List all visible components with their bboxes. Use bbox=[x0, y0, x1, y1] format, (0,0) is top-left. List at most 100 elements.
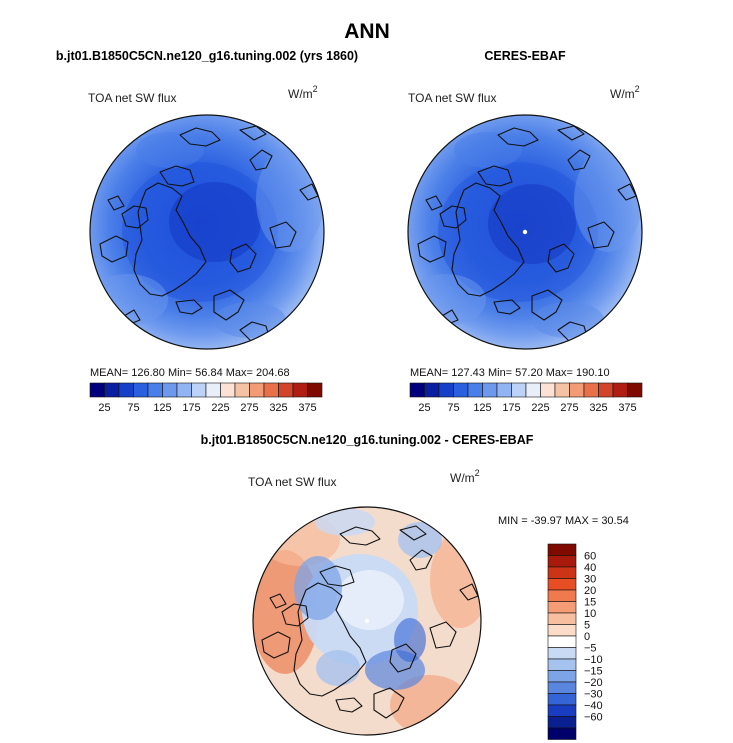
panel-diff-colorbar-tick-label: 20 bbox=[584, 585, 596, 597]
panel-obs-colorbar-box bbox=[482, 382, 498, 398]
panel-obs-colorbar-tick-label: 75 bbox=[447, 402, 459, 414]
panel-diff-colorbar-box bbox=[547, 704, 577, 717]
panel-model-map-border bbox=[89, 114, 325, 350]
panel-model-field bbox=[90, 115, 324, 349]
panel-diff-title: b.jt01.B1850C5CN.ne120_g16.tuning.002 - … bbox=[201, 433, 534, 447]
panel-diff-colorbar-box bbox=[547, 566, 577, 579]
panel-diff-colorbar-box bbox=[547, 635, 577, 648]
panel-diff-colorbar-tick-label: −20 bbox=[584, 677, 603, 689]
panel-obs-colorbar-box bbox=[612, 382, 628, 398]
panel-obs-colorbar-box bbox=[554, 382, 570, 398]
panel-obs-colorbar-box bbox=[540, 382, 556, 398]
panel-diff-colorbar-box bbox=[547, 543, 577, 556]
panel-diff-colorbar-tick-label: 30 bbox=[584, 574, 596, 586]
panel-obs-units: W/m2 bbox=[610, 84, 640, 101]
panel-diff-pole-point bbox=[364, 618, 370, 624]
panel-obs-colorbar-tick-label: 225 bbox=[531, 402, 549, 414]
panel-model-colorbar-tick-label: 275 bbox=[240, 402, 258, 414]
panel-model-stats: MEAN= 126.80 Min= 56.84 Max= 204.68 bbox=[90, 367, 290, 379]
panel-obs-colorbar-box bbox=[569, 382, 585, 398]
panel-model-colorbar-tick-label: 125 bbox=[153, 402, 171, 414]
panel-obs-colorbar-box bbox=[467, 382, 483, 398]
panel-obs-colorbar-tick-label: 275 bbox=[560, 402, 578, 414]
figure-title: ANN bbox=[344, 20, 390, 43]
panel-obs-colorbar-tick-label: 375 bbox=[618, 402, 636, 414]
panel-diff-colorbar-tick-label: −10 bbox=[584, 654, 603, 666]
panel-obs-colorbar-box bbox=[453, 382, 469, 398]
panel-diff-colorbar-box bbox=[547, 716, 577, 729]
panel-model-colorbar-tick-label: 175 bbox=[182, 402, 200, 414]
panel-model-colorbar-tick-label: 225 bbox=[211, 402, 229, 414]
panel-obs-colorbar-box bbox=[525, 382, 541, 398]
panel-diff-colorbar-box bbox=[547, 589, 577, 602]
panel-diff-colorbar-tick-label: −15 bbox=[584, 666, 603, 678]
panel-model-colorbar-box bbox=[263, 382, 279, 398]
panel-diff-variable: TOA net SW flux bbox=[248, 475, 336, 489]
panel-obs-stats: MEAN= 127.43 Min= 57.20 Max= 190.10 bbox=[410, 367, 610, 379]
panel-diff-colorbar-box bbox=[547, 578, 577, 591]
panel-diff: b.jt01.B1850C5CN.ne120_g16.tuning.002 - … bbox=[201, 433, 629, 740]
panel-diff-colorbar-tick-label: 10 bbox=[584, 608, 596, 620]
panel-diff-colorbar-box bbox=[547, 555, 577, 568]
panel-model-colorbar-tick-label: 325 bbox=[269, 402, 287, 414]
panel-model-colorbar-box bbox=[89, 382, 105, 398]
panel-diff-colorbar-tick-label: −30 bbox=[584, 689, 603, 701]
panel-model-coastlines bbox=[99, 125, 319, 345]
panel-diff-colorbar-box bbox=[547, 658, 577, 671]
panel-obs-colorbar: 25 75 125 175 225 275 325 375 bbox=[409, 382, 643, 414]
panel-obs-colorbar-box bbox=[438, 382, 454, 398]
panel-model-colorbar-box bbox=[220, 382, 236, 398]
panel-obs-colorbar-tick-label: 125 bbox=[473, 402, 491, 414]
panel-model-units: W/m2 bbox=[288, 84, 318, 101]
panel-model-colorbar-box bbox=[104, 382, 120, 398]
panel-obs-colorbar-box bbox=[511, 382, 527, 398]
panel-diff-colorbar-box bbox=[547, 681, 577, 694]
panel-diff-map-border bbox=[252, 506, 482, 736]
panel-obs-colorbar-box bbox=[409, 382, 425, 398]
panel-obs-colorbar-box bbox=[598, 382, 614, 398]
panel-obs-colorbar-box bbox=[583, 382, 599, 398]
panel-obs-colorbar-box bbox=[627, 382, 643, 398]
panel-diff-stats: MIN = -39.97 MAX = 30.54 bbox=[498, 515, 629, 527]
panel-model-colorbar-box bbox=[278, 382, 294, 398]
panel-model-colorbar-tick-label: 375 bbox=[298, 402, 316, 414]
panel-diff-units: W/m2 bbox=[450, 468, 480, 485]
panel-diff-colorbar-tick-label: −5 bbox=[584, 643, 597, 655]
panel-model-colorbar-box bbox=[147, 382, 163, 398]
panel-diff-colorbar-tick-label: 5 bbox=[584, 620, 590, 632]
panel-diff-colorbar-box bbox=[547, 670, 577, 683]
panel-model-colorbar-box bbox=[307, 382, 323, 398]
panel-diff-colorbar-tick-label: 15 bbox=[584, 597, 596, 609]
panel-diff-colorbar-tick-label: 60 bbox=[584, 551, 596, 563]
panel-model-colorbar-box bbox=[176, 382, 192, 398]
panel-diff-colorbar-tick-label: −60 bbox=[584, 712, 603, 724]
panel-model: b.jt01.B1850C5CN.ne120_g16.tuning.002 (y… bbox=[56, 49, 358, 414]
panel-diff-colorbar-box bbox=[547, 727, 577, 740]
panel-diff-coastlines bbox=[261, 525, 479, 719]
panel-obs-pole-point bbox=[522, 229, 528, 235]
panel-diff-colorbar-box bbox=[547, 601, 577, 614]
panel-model-colorbar: 25 75 125 175 225 275 325 375 bbox=[89, 382, 323, 414]
panel-model-colorbar-box bbox=[205, 382, 221, 398]
panel-diff-colorbar-box bbox=[547, 647, 577, 660]
panel-obs-title: CERES-EBAF bbox=[484, 49, 566, 63]
panel-diff-colorbar-tick-label: 40 bbox=[584, 562, 596, 574]
panel-diff-field bbox=[253, 507, 481, 735]
panel-model-colorbar-box bbox=[292, 382, 308, 398]
panel-model-colorbar-box bbox=[133, 382, 149, 398]
panel-obs-colorbar-tick-label: 175 bbox=[502, 402, 520, 414]
panel-obs-colorbar-box bbox=[496, 382, 512, 398]
panel-model-colorbar-box bbox=[118, 382, 134, 398]
panel-obs-map-border bbox=[407, 114, 643, 350]
panel-model-colorbar-tick-label: 25 bbox=[98, 402, 110, 414]
panel-model-variable: TOA net SW flux bbox=[88, 91, 176, 105]
panel-diff-colorbar-tick-label: −40 bbox=[584, 700, 603, 712]
panel-model-colorbar-box bbox=[249, 382, 265, 398]
panel-obs-colorbar-tick-label: 325 bbox=[589, 402, 607, 414]
panel-diff-colorbar-box bbox=[547, 693, 577, 706]
panel-diff-colorbar-box bbox=[547, 624, 577, 637]
panel-diff-colorbar-tick-label: 0 bbox=[584, 631, 590, 643]
